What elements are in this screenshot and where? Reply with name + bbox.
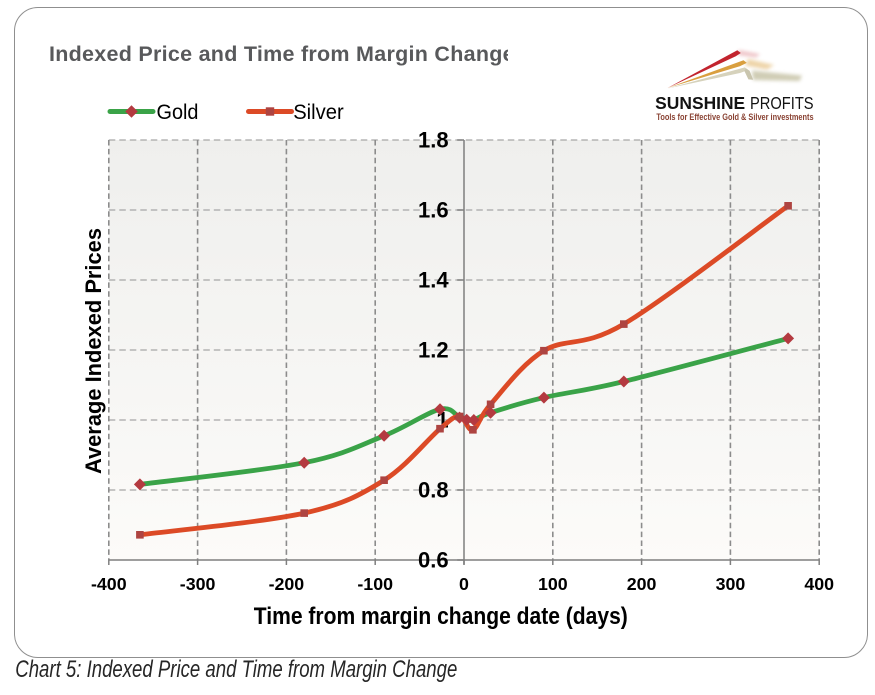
svg-text:-100: -100 (357, 574, 393, 594)
svg-text:-400: -400 (91, 574, 127, 594)
svg-text:1.2: 1.2 (418, 338, 449, 363)
svg-text:300: 300 (716, 574, 746, 594)
svg-text:200: 200 (627, 574, 657, 594)
svg-text:0: 0 (459, 574, 469, 594)
svg-text:Average Indexed Prices: Average Indexed Prices (81, 228, 106, 474)
svg-text:0.8: 0.8 (418, 478, 449, 503)
svg-text:-200: -200 (269, 574, 305, 594)
svg-text:PROFITS: PROFITS (750, 93, 814, 113)
svg-text:400: 400 (804, 574, 834, 594)
svg-text:1.4: 1.4 (418, 268, 449, 293)
svg-text:0.6: 0.6 (418, 548, 449, 573)
svg-text:Time from margin change date (: Time from margin change date (days) (254, 603, 628, 630)
svg-text:Tools for Effective Gold & Sil: Tools for Effective Gold & Silver invest… (656, 112, 813, 122)
svg-text:-300: -300 (180, 574, 216, 594)
svg-text:1.6: 1.6 (418, 198, 449, 223)
svg-text:Chart 5: Indexed Price and Tim: Chart 5: Indexed Price and Time from Mar… (15, 656, 457, 683)
svg-text:Gold: Gold (157, 100, 199, 124)
svg-text:Silver: Silver (293, 100, 344, 124)
svg-text:SUNSHINE: SUNSHINE (655, 93, 745, 113)
svg-text:1.8: 1.8 (418, 128, 449, 153)
svg-text:100: 100 (538, 574, 568, 594)
